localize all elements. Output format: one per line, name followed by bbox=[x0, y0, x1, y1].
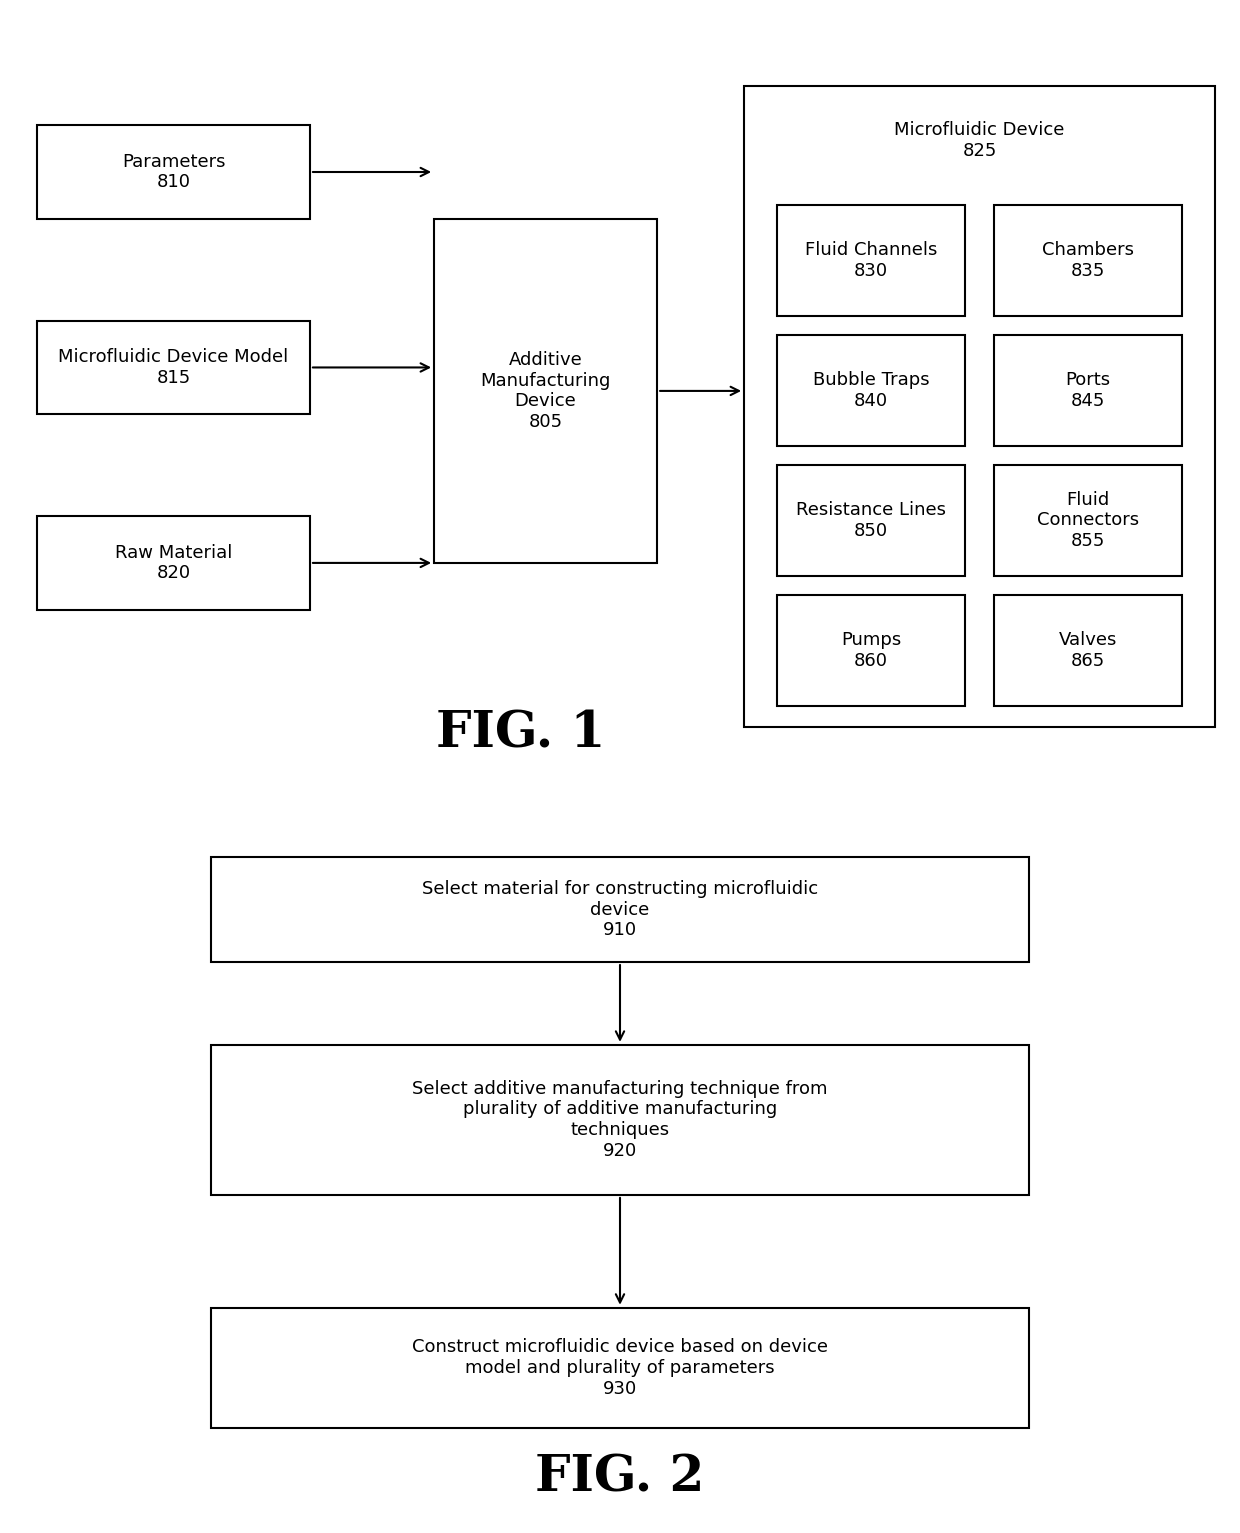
Text: Fluid
Connectors
855: Fluid Connectors 855 bbox=[1037, 491, 1140, 550]
FancyBboxPatch shape bbox=[994, 595, 1182, 707]
Text: FIG. 1: FIG. 1 bbox=[436, 710, 605, 759]
FancyBboxPatch shape bbox=[994, 334, 1182, 446]
Text: Ports
845: Ports 845 bbox=[1065, 371, 1111, 409]
Text: Microfluidic Device
825: Microfluidic Device 825 bbox=[894, 121, 1065, 159]
Text: Resistance Lines
850: Resistance Lines 850 bbox=[796, 501, 946, 540]
FancyBboxPatch shape bbox=[777, 464, 965, 576]
Text: Fluid Channels
830: Fluid Channels 830 bbox=[805, 241, 937, 281]
Text: Valves
865: Valves 865 bbox=[1059, 632, 1117, 670]
Text: Parameters
810: Parameters 810 bbox=[122, 153, 226, 192]
Text: Construct microfluidic device based on device
model and plurality of parameters
: Construct microfluidic device based on d… bbox=[412, 1338, 828, 1398]
FancyBboxPatch shape bbox=[434, 219, 657, 563]
FancyBboxPatch shape bbox=[994, 205, 1182, 316]
Text: Bubble Traps
840: Bubble Traps 840 bbox=[812, 371, 930, 409]
FancyBboxPatch shape bbox=[777, 205, 965, 316]
Text: Pumps
860: Pumps 860 bbox=[841, 632, 901, 670]
FancyBboxPatch shape bbox=[211, 857, 1029, 963]
FancyBboxPatch shape bbox=[37, 320, 310, 414]
FancyBboxPatch shape bbox=[211, 1308, 1029, 1427]
Text: Select material for constructing microfluidic
device
910: Select material for constructing microfl… bbox=[422, 880, 818, 940]
Text: Raw Material
820: Raw Material 820 bbox=[115, 544, 232, 583]
Text: FIG. 2: FIG. 2 bbox=[536, 1453, 704, 1502]
Text: Additive
Manufacturing
Device
805: Additive Manufacturing Device 805 bbox=[480, 351, 611, 431]
FancyBboxPatch shape bbox=[777, 595, 965, 707]
FancyBboxPatch shape bbox=[994, 464, 1182, 576]
FancyBboxPatch shape bbox=[37, 126, 310, 219]
FancyBboxPatch shape bbox=[777, 334, 965, 446]
FancyBboxPatch shape bbox=[37, 517, 310, 610]
Text: Microfluidic Device Model
815: Microfluidic Device Model 815 bbox=[58, 348, 289, 386]
Text: Chambers
835: Chambers 835 bbox=[1042, 241, 1135, 281]
Text: Select additive manufacturing technique from
plurality of additive manufacturing: Select additive manufacturing technique … bbox=[412, 1079, 828, 1160]
FancyBboxPatch shape bbox=[744, 86, 1215, 727]
FancyBboxPatch shape bbox=[211, 1046, 1029, 1196]
